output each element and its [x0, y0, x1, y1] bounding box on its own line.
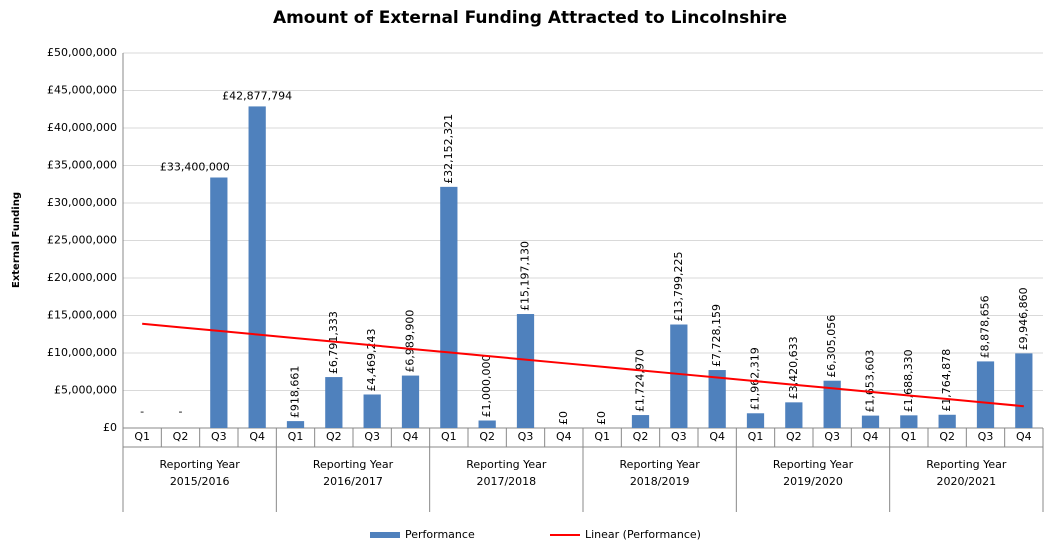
- group-label: 2019/2020: [783, 475, 843, 488]
- legend-label: Linear (Performance): [585, 528, 701, 541]
- x-tick-label: Q1: [748, 430, 764, 443]
- data-label: £6,989,900: [404, 310, 417, 373]
- data-label: £1,764,878: [940, 349, 953, 412]
- bar: [1015, 353, 1033, 428]
- group-label: 2016/2017: [323, 475, 383, 488]
- trendline: [142, 322, 1024, 408]
- data-label: £1,688,330: [902, 349, 915, 412]
- y-tick-label: £10,000,000: [47, 346, 117, 359]
- y-tick-label: £30,000,000: [47, 196, 117, 209]
- x-tick-label: Q4: [403, 430, 419, 443]
- data-label: £7,728,159: [710, 304, 723, 367]
- legend-label: Performance: [405, 528, 475, 541]
- bar: [516, 314, 535, 428]
- data-label: £9,946,860: [1017, 287, 1030, 350]
- data-label: £15,197,130: [519, 241, 532, 311]
- x-tick-label: Q4: [1016, 430, 1032, 443]
- bar: [900, 415, 918, 428]
- bar: [785, 402, 803, 428]
- x-tick-label: Q3: [824, 430, 840, 443]
- data-label: £42,877,794: [222, 89, 292, 102]
- y-tick-label: £20,000,000: [47, 271, 117, 284]
- data-label: £3,420,633: [787, 336, 800, 399]
- y-tick-label: £35,000,000: [47, 159, 117, 172]
- legend-swatch: [370, 532, 400, 538]
- bar: [976, 361, 995, 428]
- x-tick-label: Q3: [211, 430, 227, 443]
- group-label: 2017/2018: [476, 475, 536, 488]
- x-tick-label: Q1: [441, 430, 457, 443]
- x-tick-label: Q1: [901, 430, 917, 443]
- chart-title: Amount of External Funding Attracted to …: [273, 8, 787, 28]
- y-axis-label: External Funding: [11, 192, 22, 288]
- data-label: -: [179, 405, 183, 418]
- bar: [670, 324, 688, 428]
- y-tick-label: £25,000,000: [47, 234, 117, 247]
- bar: [325, 377, 343, 428]
- data-label: £1,724,970: [634, 349, 647, 412]
- group-label: 2020/2021: [936, 475, 996, 488]
- group-label: 2018/2019: [630, 475, 690, 488]
- y-tick-label: £45,000,000: [47, 84, 117, 97]
- x-tick-label: Q4: [556, 430, 572, 443]
- data-label: £32,152,321: [442, 114, 455, 184]
- data-label: £1,962,319: [749, 347, 762, 410]
- group-label: 2015/2016: [170, 475, 230, 488]
- x-tick-label: Q4: [863, 430, 879, 443]
- x-tick-label: Q3: [364, 430, 380, 443]
- bar: [363, 394, 381, 428]
- group-label: Reporting Year: [620, 458, 701, 471]
- x-tick-label: Q2: [633, 430, 649, 443]
- group-label: Reporting Year: [313, 458, 394, 471]
- x-tick-label: Q2: [173, 430, 189, 443]
- group-label: Reporting Year: [926, 458, 1007, 471]
- bar: [823, 380, 841, 428]
- y-tick-label: £15,000,000: [47, 309, 117, 322]
- bar: [478, 420, 496, 428]
- bar: [746, 413, 765, 428]
- x-tick-label: Q2: [326, 430, 342, 443]
- group-label: Reporting Year: [773, 458, 854, 471]
- bar: [938, 414, 956, 428]
- x-tick-label: Q1: [288, 430, 304, 443]
- data-label: £4,469,243: [365, 328, 378, 391]
- data-label: £1,000,000: [480, 355, 493, 418]
- x-tick-label: Q1: [594, 430, 610, 443]
- group-label: Reporting Year: [466, 458, 547, 471]
- bar: [861, 415, 880, 428]
- data-label: £6,305,056: [825, 315, 838, 378]
- bar: [286, 421, 305, 428]
- data-label: £0: [557, 411, 570, 425]
- bar: [401, 375, 420, 428]
- data-label: £0: [595, 411, 608, 425]
- data-label: £1,653,603: [864, 350, 877, 413]
- bar: [708, 370, 726, 428]
- bar: [210, 177, 228, 428]
- x-tick-label: Q2: [479, 430, 495, 443]
- data-label: £918,661: [289, 366, 302, 419]
- data-label: £13,799,225: [672, 252, 685, 322]
- x-tick-label: Q4: [249, 430, 265, 443]
- x-tick-label: Q3: [671, 430, 687, 443]
- y-tick-label: £0: [103, 421, 117, 434]
- x-tick-label: Q2: [786, 430, 802, 443]
- y-tick-label: £40,000,000: [47, 121, 117, 134]
- y-tick-label: £50,000,000: [47, 46, 117, 59]
- data-label: £8,878,656: [979, 295, 992, 358]
- bar: [631, 415, 650, 428]
- y-tick-label: £5,000,000: [54, 384, 117, 397]
- group-label: Reporting Year: [160, 458, 241, 471]
- bar: [440, 186, 458, 428]
- x-tick-label: Q3: [978, 430, 994, 443]
- x-tick-label: Q1: [134, 430, 150, 443]
- data-label: -: [140, 405, 144, 418]
- x-tick-label: Q4: [709, 430, 725, 443]
- data-label: £33,400,000: [160, 161, 230, 174]
- x-tick-label: Q2: [939, 430, 955, 443]
- bar: [248, 106, 266, 429]
- x-tick-label: Q3: [518, 430, 534, 443]
